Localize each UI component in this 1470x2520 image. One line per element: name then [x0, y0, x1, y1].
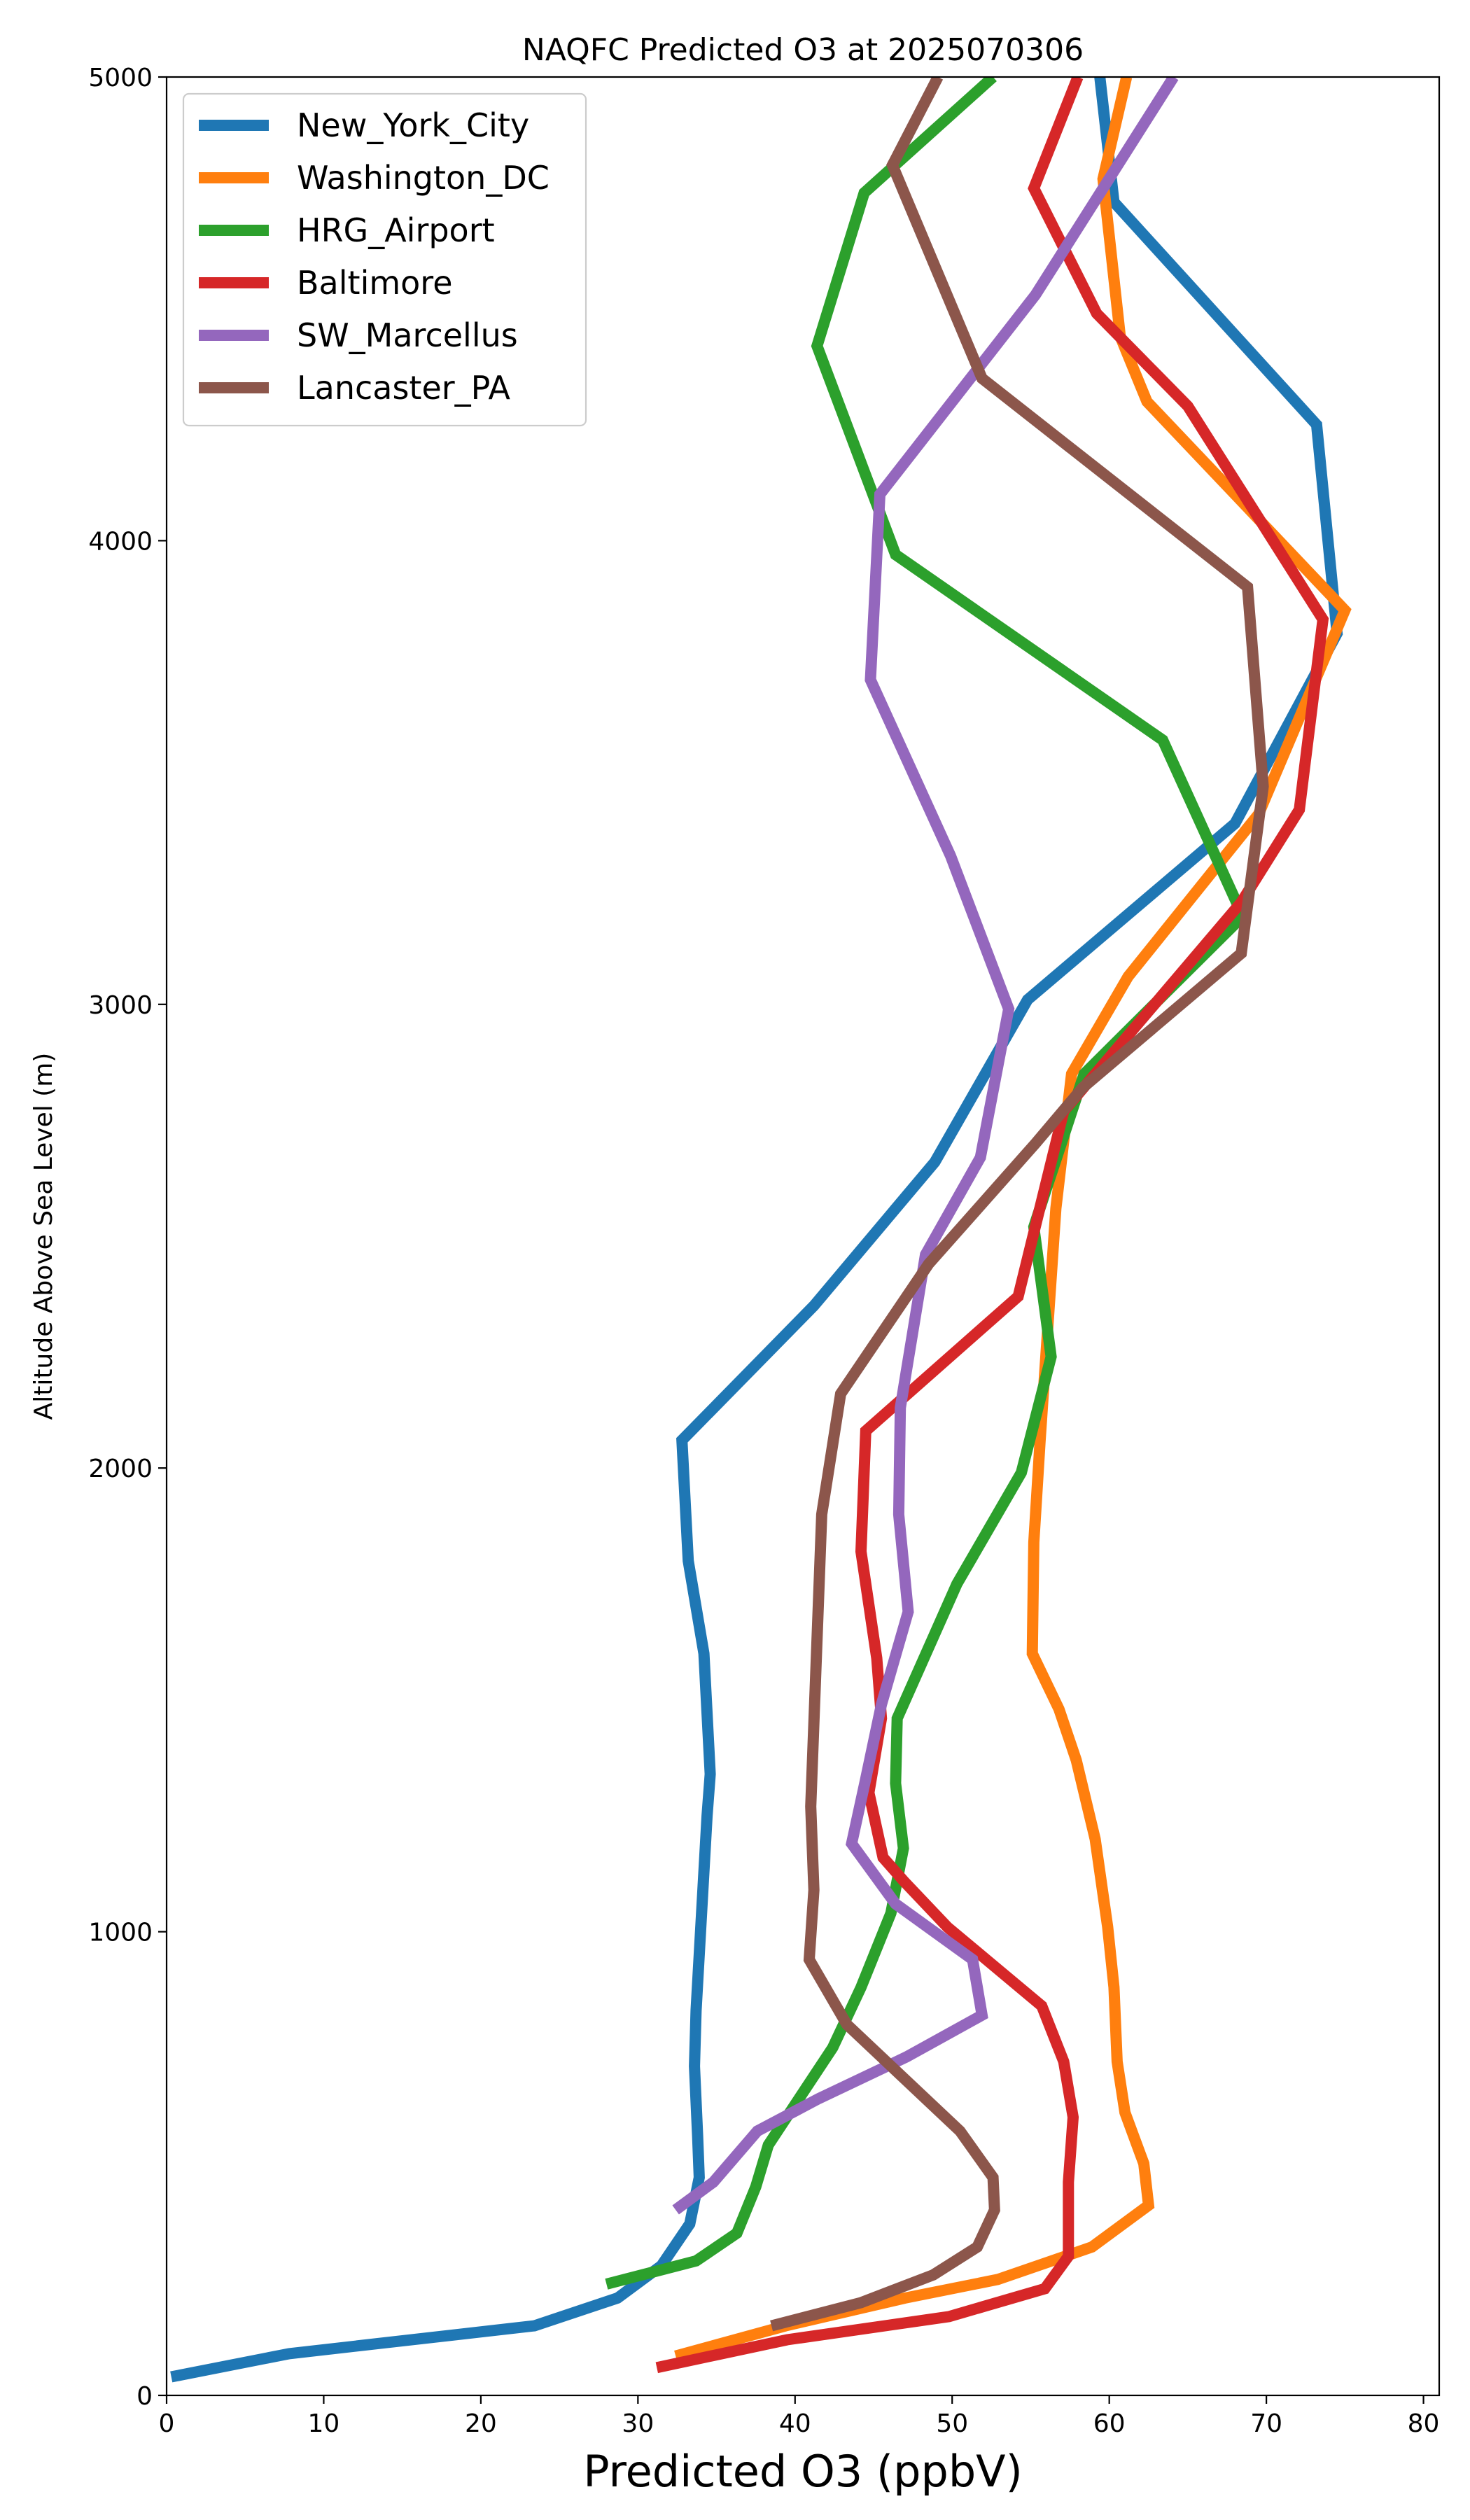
legend-frame — [182, 92, 587, 427]
series-line-hrg-airport — [605, 77, 1250, 2290]
legend: New_York_City Washington_DC HRG_Airport Bal… — [182, 92, 587, 427]
legend-label-lancaster-pa: Lancaster_PA — [297, 369, 510, 407]
y-tick-label: 5000 — [88, 64, 153, 92]
legend-label-washington-dc: Washington_DC — [297, 159, 550, 197]
series-line-lancaster-pa — [770, 77, 1269, 2332]
x-tick-label: 0 — [159, 2409, 175, 2438]
x-tick-label: 50 — [936, 2409, 968, 2438]
y-tick-label: 4000 — [88, 527, 153, 556]
y-tick-label: 0 — [136, 2382, 153, 2411]
y-tick-label: 2000 — [88, 1455, 153, 1483]
series-line-sw-marcellus — [672, 77, 1179, 2215]
y-tick-label: 1000 — [88, 1919, 153, 1947]
legend-label-baltimore: Baltimore — [297, 264, 453, 302]
x-axis-ticks: 0 10 20 30 40 50 60 70 80 — [159, 2395, 1440, 2438]
x-axis-label: Predicted O3 (ppbV) — [583, 2446, 1023, 2497]
series-line-washington-dc — [674, 77, 1352, 2362]
x-tick-label: 80 — [1408, 2409, 1440, 2438]
legend-label-hrg-airport: HRG_Airport — [297, 211, 495, 249]
x-tick-label: 60 — [1093, 2409, 1126, 2438]
y-axis-label: Altitude Above Sea Level (m) — [29, 1053, 58, 1420]
series-line-baltimore — [655, 77, 1329, 2374]
x-tick-label: 10 — [308, 2409, 340, 2438]
x-tick-label: 30 — [622, 2409, 654, 2438]
x-tick-label: 70 — [1250, 2409, 1282, 2438]
y-axis-ticks: 0 1000 2000 3000 4000 5000 — [88, 64, 167, 2411]
x-tick-label: 40 — [779, 2409, 811, 2438]
series-layer — [170, 77, 1352, 2383]
x-tick-label: 20 — [465, 2409, 497, 2438]
chart-title: NAQFC Predicted O3 at 2025070306 — [522, 32, 1084, 68]
legend-label-new-york-city: New_York_City — [297, 106, 529, 144]
legend-label-sw-marcellus: SW_Marcellus — [297, 316, 518, 354]
y-tick-label: 3000 — [88, 991, 153, 1020]
plot-frame — [165, 76, 1441, 2397]
